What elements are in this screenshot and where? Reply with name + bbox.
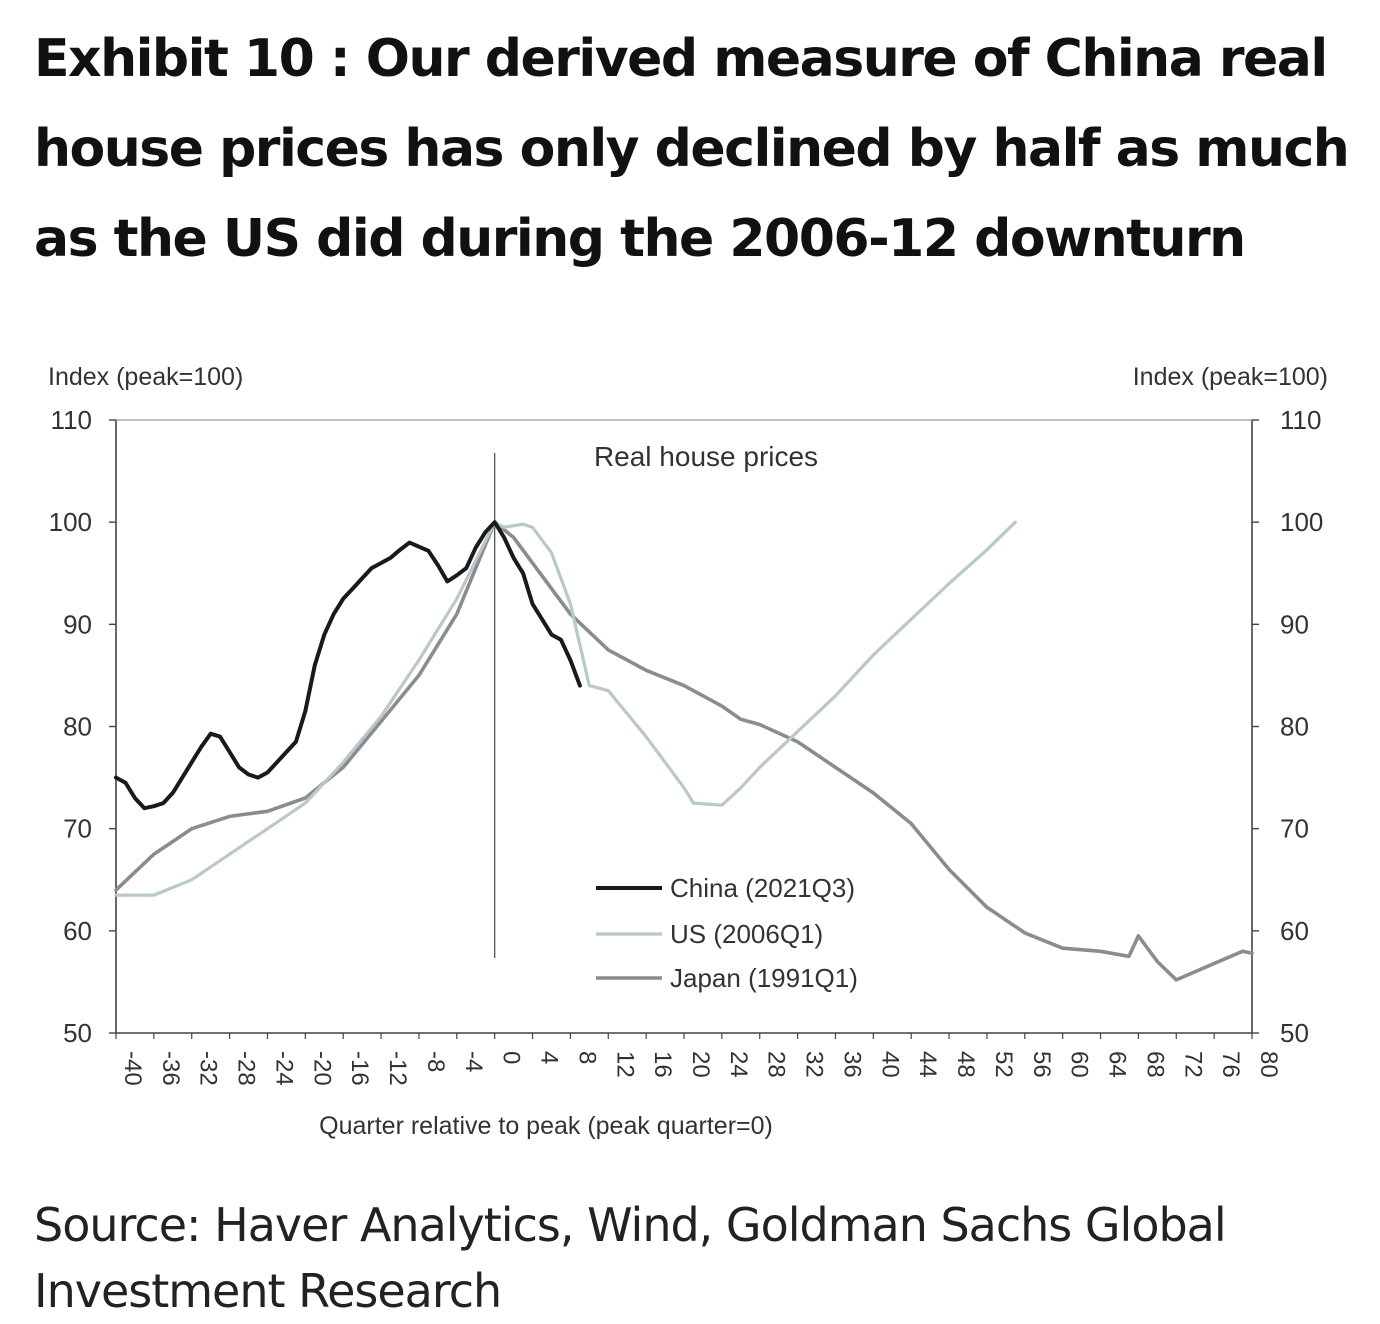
left-y-tick-label: 90	[63, 609, 92, 639]
legend-label: Japan (1991Q1)	[670, 963, 858, 993]
x-tick-label: -28	[233, 1051, 260, 1086]
series-line-japan	[114, 520, 1254, 982]
x-tick-label: 20	[687, 1051, 714, 1078]
x-tick-label: -40	[119, 1051, 146, 1086]
x-tick-label: 12	[611, 1051, 638, 1078]
x-tick-label: 76	[1217, 1051, 1244, 1078]
right-y-axis-label: Index (peak=100)	[1133, 363, 1328, 391]
series-line-china	[114, 520, 582, 811]
x-tick-label: -32	[195, 1051, 222, 1086]
left-y-tick-label: 50	[63, 1018, 92, 1048]
x-tick-label: 40	[876, 1051, 903, 1078]
series-lines	[114, 520, 1254, 982]
right-y-tick-label: 80	[1280, 712, 1309, 742]
x-tick-label: -8	[422, 1051, 449, 1072]
left-y-tick-label: 80	[63, 712, 92, 742]
x-axis-label: Quarter relative to peak (peak quarter=0…	[319, 1112, 773, 1140]
x-tick-label: 44	[914, 1051, 941, 1078]
x-tick-label: 72	[1179, 1051, 1206, 1078]
x-tick-label: 24	[725, 1051, 752, 1078]
x-tick-label: 36	[838, 1051, 865, 1078]
x-tick-label: 52	[990, 1051, 1017, 1078]
left-y-axis-label: Index (peak=100)	[48, 363, 243, 391]
left-y-tick-label: 70	[63, 814, 92, 844]
x-tick-label: 60	[1066, 1051, 1093, 1078]
right-y-tick-label: 50	[1280, 1018, 1309, 1048]
x-tick-label: 8	[573, 1051, 600, 1064]
x-tick-label: 32	[801, 1051, 828, 1078]
source-note: Source: Haver Analytics, Wind, Goldman S…	[34, 1198, 1227, 1318]
left-y-tick-label: 100	[49, 507, 92, 537]
left-y-tick-label: 110	[51, 405, 92, 435]
right-y-tick-label: 110	[1280, 405, 1321, 435]
x-tick-label: 4	[536, 1051, 563, 1064]
chart-title: Real house prices	[594, 441, 818, 472]
x-tick-label: -20	[308, 1051, 335, 1086]
legend-label: US (2006Q1)	[670, 919, 823, 949]
x-tick-label: 16	[649, 1051, 676, 1078]
x-tick-label: 0	[498, 1051, 525, 1064]
x-tick-label: -16	[346, 1051, 373, 1086]
x-tick-label: -36	[157, 1051, 184, 1086]
x-tick-label: -24	[270, 1051, 297, 1086]
right-y-tick-label: 90	[1280, 609, 1309, 639]
series-line-us	[114, 520, 1017, 897]
x-tick-label: 28	[763, 1051, 790, 1078]
right-y-tick-label: 70	[1280, 814, 1309, 844]
x-tick-label: -4	[460, 1051, 487, 1072]
right-y-tick-label: 60	[1280, 916, 1309, 946]
x-tick-label: 68	[1141, 1051, 1168, 1078]
exhibit-title: Exhibit 10 : Our derived measure of Chin…	[34, 29, 1350, 269]
x-tick-label: -12	[384, 1051, 411, 1086]
x-tick-label: 80	[1255, 1051, 1282, 1078]
x-tick-label: 64	[1104, 1051, 1131, 1078]
legend: China (2021Q3) US (2006Q1) Japan (1991Q1)	[596, 873, 858, 993]
x-tick-label: 56	[1028, 1051, 1055, 1078]
left-y-tick-label: 60	[63, 916, 92, 946]
legend-label: China (2021Q3)	[670, 873, 855, 903]
right-y-tick-label: 100	[1280, 507, 1323, 537]
x-tick-label: 48	[952, 1051, 979, 1078]
